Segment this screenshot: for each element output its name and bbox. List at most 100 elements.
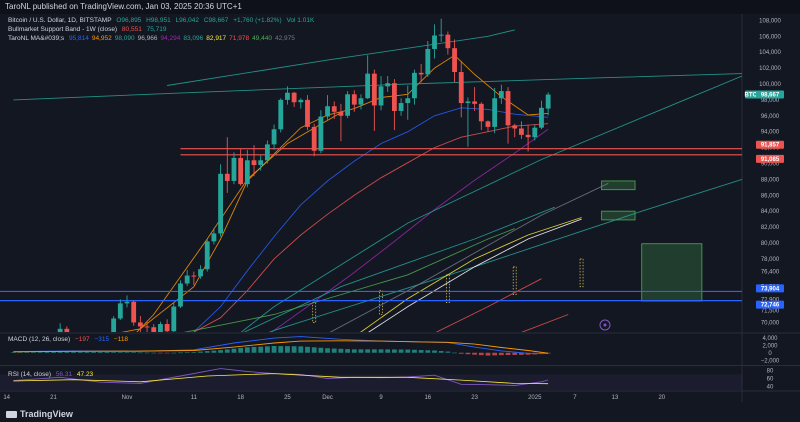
macd-histogram-bar [331,348,337,353]
macd-histogram-bar [371,349,377,353]
rsi-axis-tick: 40 [767,385,774,391]
candle-body [458,72,464,104]
macd-histogram-bar [285,346,290,353]
price-badge-label: 98,667 [761,93,780,99]
macd-histogram-bar [365,349,371,353]
projection-band [379,290,383,315]
price-axis-tick: 96,000 [761,114,780,120]
price-badge [756,154,784,163]
moving-average-line [192,107,549,332]
ma-legend-value: 82,917 [206,35,227,42]
macd-histogram-bar [117,352,123,353]
time-axis-tick: 13 [612,395,619,401]
ohlc-open: O96,895 [116,17,142,24]
ohlc-low: L96,042 [175,17,200,24]
candle-body [391,83,397,111]
macd-signal-value: −118 [113,336,129,343]
watermark-text: TradingView [20,409,73,419]
macd-histogram-bar [418,350,424,353]
price-badge [756,140,784,149]
event-marker-icon [599,319,611,331]
candle-body [57,328,63,332]
bull-band-legend[interactable]: Bullmarket Support Band - 1W (close) 80,… [8,25,170,34]
candle-body [98,344,103,348]
macd-histogram-bar [518,352,524,355]
macd-histogram-bar [238,348,244,353]
macd-histogram-bar [311,347,317,353]
macd-histogram-bar [492,352,498,356]
time-axis-tick: 7 [573,395,577,401]
macd-histogram-bar [478,352,484,356]
candle-body [11,348,16,361]
price-axis-tick: 86,000 [761,193,780,199]
time-axis-tick: 11 [191,395,198,401]
tradingview-logo-icon [6,411,17,418]
tradingview-watermark: TradingView [6,409,73,419]
publication-title: TaroNL published on TradingView.com, Jan… [5,2,242,11]
candle-body [305,99,310,127]
macd-histogram-bar [545,352,551,354]
macd-histogram-bar [465,352,471,355]
bull-band-value-2: 75,719 [146,26,167,33]
macd-histogram-bar [258,346,264,353]
macd-histogram-bar [151,352,157,354]
macd-histogram-bar [472,352,478,355]
macd-histogram-bar [318,347,324,353]
candle-body [231,157,237,181]
ma-legend-value: 94,294 [160,35,181,42]
candle-body [518,128,524,135]
candle-body [485,121,491,127]
moving-average-line [521,314,569,332]
macd-histogram-bar [64,351,70,353]
candle-body [124,301,130,304]
macd-histogram-bar [171,352,177,354]
macd-histogram-bar [358,349,364,353]
price-badge-label: 91,857 [761,143,780,149]
candle-body [258,160,264,166]
macd-histogram-bar [445,351,451,353]
candle-body [398,103,404,111]
price-badge [756,300,784,309]
rsi-axis-tick: 80 [767,368,774,374]
candle-body [211,233,217,242]
time-axis-tick: 2025 [528,395,542,401]
candle-body [131,301,137,323]
macd-histogram-bar [244,347,250,353]
price-axis-tick: 71,500 [761,309,780,315]
moving-average-line [192,123,549,332]
price-badge-label: 73,904 [761,286,780,292]
macd-histogram-bar [24,352,30,353]
symbol-legend: Bitcoin / U.S. Dollar, 1D, BITSTAMP O96,… [8,16,317,25]
candle-body [64,328,70,332]
price-axis-tick: 82,000 [761,225,780,231]
candle-body [498,91,504,99]
candle-body [358,98,364,105]
rsi-ma-line [13,373,549,385]
macd-axis-tick: −2,000 [761,358,780,364]
candle-body [418,72,424,75]
macd-legend[interactable]: MACD (12, 26, close) −197 −315 −118 [8,336,131,343]
rsi-legend[interactable]: RSI (14, close) 56.31 47.23 [8,371,96,378]
price-axis-tick: 70,000 [761,320,780,326]
macd-label: MACD (12, 26, close) [8,336,71,343]
candle-body [539,107,544,128]
macd-histogram-bar [51,351,56,353]
candle-body [298,99,304,103]
candle-body [445,34,451,49]
candle-body [151,327,157,332]
candle-body [178,283,183,307]
ma-legend-value: 71,978 [229,35,250,42]
projection-band [512,266,517,296]
candle-body [545,94,551,109]
moving-average-line [360,217,582,332]
macd-histogram-bar [104,352,110,353]
macd-line-value: −315 [94,336,110,343]
ma-legend[interactable]: TaroNL MA&#039;s 95,814 94,952 98,090 96,96… [8,34,298,43]
candle-body [171,306,177,332]
price-badge [756,90,784,99]
macd-histogram-bar [325,348,330,353]
macd-histogram-bar [158,352,163,354]
candle-body [117,303,123,319]
rsi-line [13,368,549,386]
